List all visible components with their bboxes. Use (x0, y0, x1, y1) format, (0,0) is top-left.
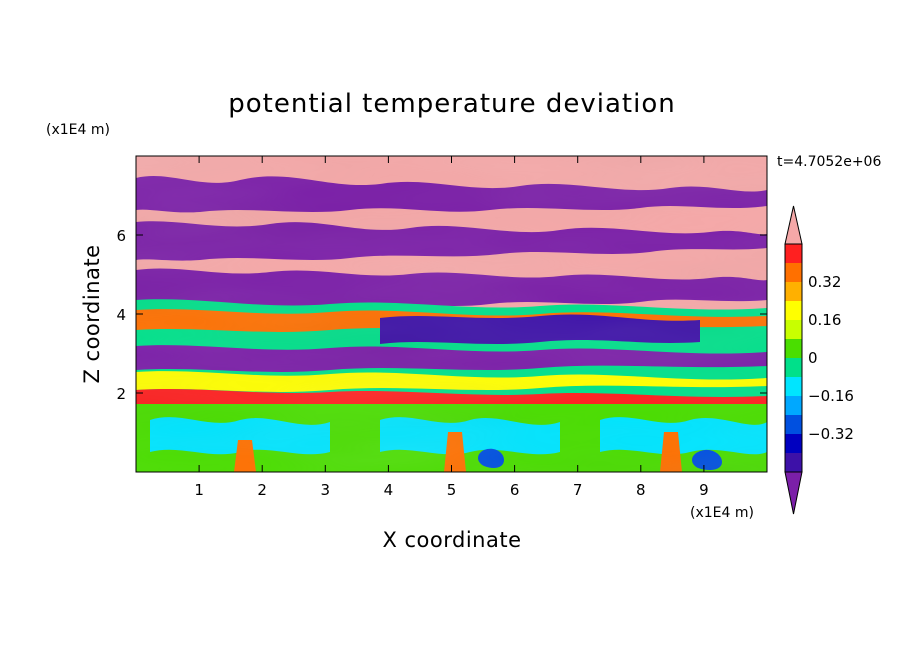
x-tick-label: 2 (257, 481, 267, 499)
y-tick-label: 2 (116, 385, 126, 403)
colorbar-swatch (785, 244, 802, 263)
colorbar-swatch (785, 377, 802, 396)
colorbar-label: −0.16 (808, 387, 854, 405)
y-tick-label: 6 (116, 227, 126, 245)
x-tick-label: 1 (194, 481, 204, 499)
colorbar-label: 0.32 (808, 273, 841, 291)
x-tick-label: 3 (321, 481, 331, 499)
x-tick-label: 8 (636, 481, 646, 499)
y-axis-title: Z coordinate (80, 244, 104, 383)
colorbar-swatch (785, 415, 802, 434)
colorbar: 0.32 0.16 0 −0.16 −0.32 (784, 205, 854, 515)
colorbar-swatch (785, 396, 802, 415)
colorbar-label: −0.32 (808, 425, 854, 443)
colorbar-label: 0 (808, 349, 818, 367)
colorbar-swatch (785, 434, 802, 453)
colorbar-swatch (785, 453, 802, 472)
chart-title: potential temperature deviation (228, 89, 675, 119)
colorbar-extend-top (784, 205, 803, 245)
x-tick-label: 7 (573, 481, 583, 499)
colorbar-swatch (785, 358, 802, 377)
y-tick-label: 4 (116, 306, 126, 324)
colorbar-swatch (785, 339, 802, 358)
x-tick-label: 6 (510, 481, 520, 499)
x-tick-label: 4 (384, 481, 394, 499)
y-axis: 2 4 6 (116, 227, 767, 403)
colorbar-frame (784, 243, 803, 473)
colorbar-swatch (785, 263, 802, 282)
x-tick-label: 9 (699, 481, 709, 499)
colorbar-extend-bottom (784, 471, 803, 515)
y-axis-unit: (x1E4 m) (46, 122, 110, 138)
x-axis-title: X coordinate (382, 528, 521, 552)
colorbar-swatch (785, 282, 802, 301)
colorbar-swatch (785, 301, 802, 320)
time-label: t=4.7052e+06 (777, 154, 881, 170)
plot-area (136, 156, 767, 472)
x-tick-label: 5 (447, 481, 457, 499)
colorbar-label: 0.16 (808, 311, 841, 329)
x-axis: 1 2 3 4 5 6 7 8 9 (194, 156, 709, 499)
x-axis-unit: (x1E4 m) (690, 505, 754, 521)
colorbar-swatch (785, 320, 802, 339)
